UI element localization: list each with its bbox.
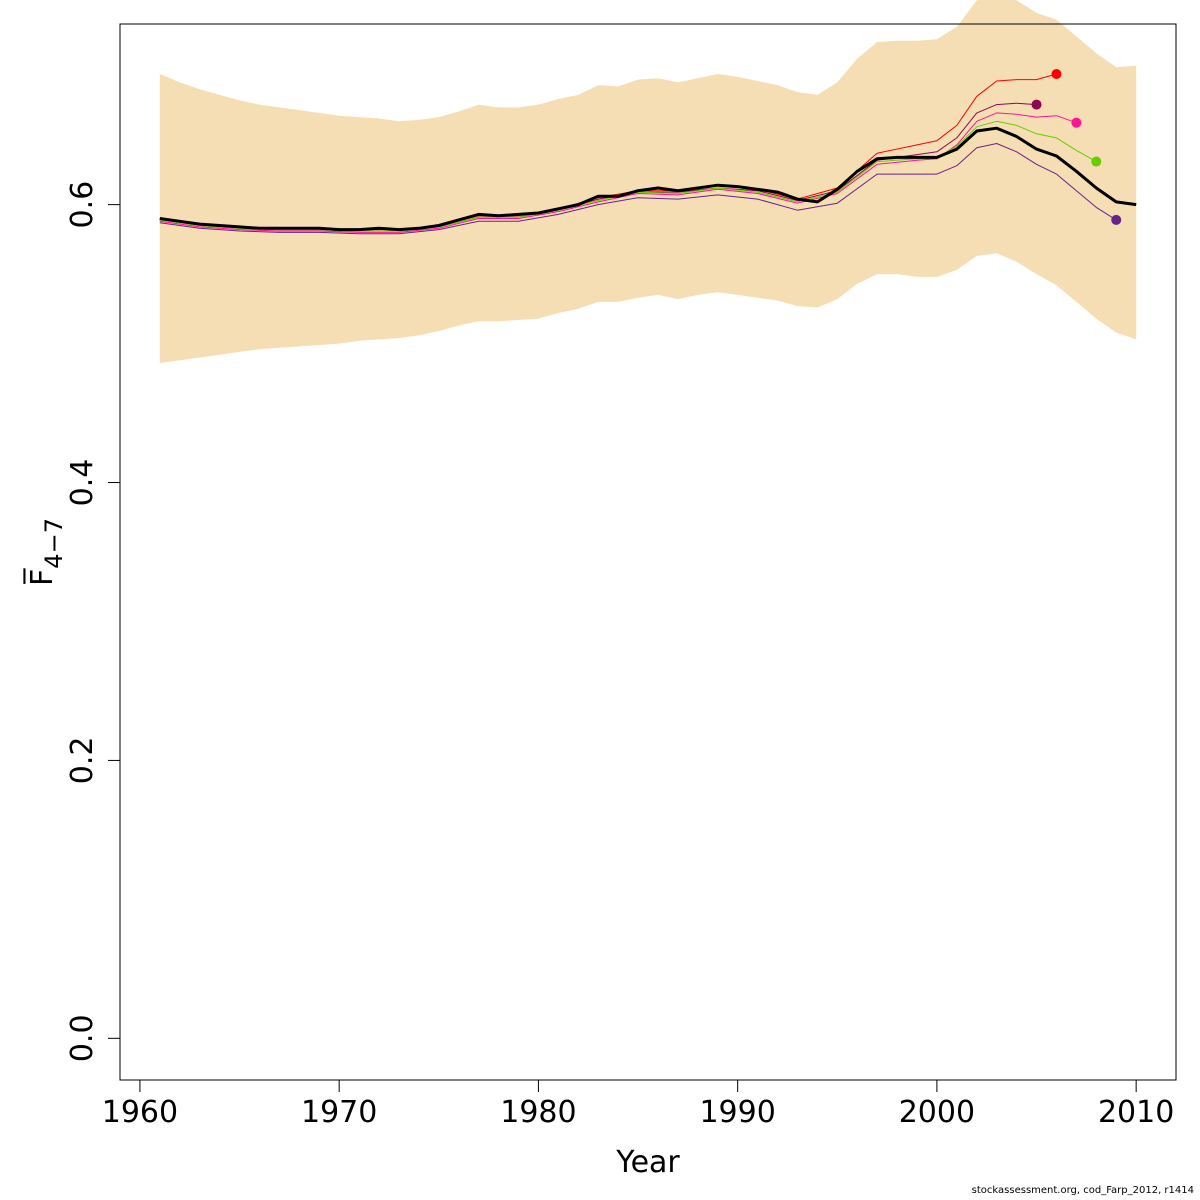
y-axis-title-subscript: 4−7 — [40, 518, 68, 569]
y-axis-title-main: F̅ — [23, 568, 60, 586]
confidence-band — [159, 0, 1137, 363]
series-endpoint-5 — [1091, 156, 1102, 167]
x-tick-label: 1980 — [500, 1095, 576, 1130]
series-line-1 — [159, 126, 1137, 232]
x-axis: 1960 1970 1980 1990 2000 2010 — [102, 1079, 1174, 1130]
series-endpoint-4 — [1071, 117, 1082, 128]
svg-text:F̅4−7: F̅4−7 — [23, 518, 68, 586]
x-tick-label: 1960 — [102, 1095, 178, 1130]
series-endpoint-6 — [1111, 214, 1122, 225]
y-tick-label: 0.0 — [65, 1014, 100, 1062]
y-tick-label: 0.6 — [65, 181, 100, 229]
y-axis: 0.0 0.2 0.4 0.6 — [65, 181, 121, 1062]
footer-note: stockassessment.org, cod_Farp_2012, r141… — [971, 1185, 1194, 1196]
x-tick-label: 1990 — [699, 1095, 775, 1130]
y-tick-label: 0.4 — [65, 459, 100, 507]
series-line-6 — [159, 143, 1117, 235]
x-tick-label: 2000 — [899, 1095, 975, 1130]
series-line-4 — [159, 112, 1077, 233]
series-endpoint-3 — [1031, 99, 1042, 110]
y-tick-label: 0.2 — [65, 737, 100, 785]
y-axis-title: F̅4−7 — [23, 518, 68, 586]
x-axis-title: Year — [615, 1145, 680, 1180]
series-endpoint-2 — [1051, 69, 1062, 80]
plot-area — [159, 0, 1137, 363]
x-tick-label: 2010 — [1098, 1095, 1174, 1130]
x-tick-label: 1970 — [301, 1095, 377, 1130]
